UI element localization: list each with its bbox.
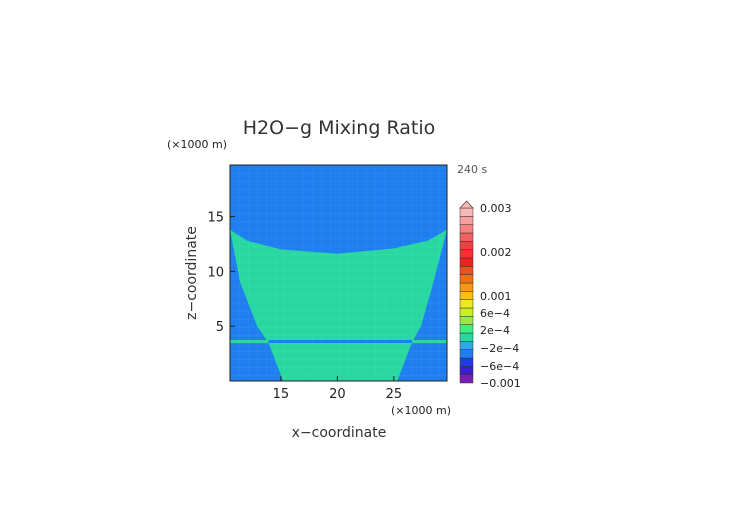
colorbar-swatch: [459, 357, 474, 367]
grid-overlay: [230, 165, 447, 381]
plot-frame: [229, 164, 448, 382]
x-tick-label: 15: [273, 387, 290, 402]
colorbar-swatch: [459, 274, 474, 284]
colorbar-swatch: [459, 332, 474, 342]
x-unit-label: (×1000 m): [391, 404, 451, 417]
colorbar-triangle: [459, 200, 474, 209]
colorbar-swatch: [459, 249, 474, 259]
colorbar-swatch: [459, 307, 474, 317]
colorbar-swatch: [459, 349, 474, 359]
chart-title: H2O−g Mixing Ratio: [243, 117, 435, 139]
colorbar-swatch: [459, 366, 474, 375]
y-axis: 5 10 15: [207, 211, 235, 335]
colorbar-swatch: [459, 374, 474, 384]
x-tick-label: 25: [386, 387, 403, 402]
colorbar-label: 6e−4: [480, 307, 510, 320]
colorbar-swatch: [459, 266, 474, 275]
colorbar-label: −0.001: [480, 377, 521, 390]
colorbar-label: 0.001: [480, 290, 512, 303]
colorbar-swatch: [459, 282, 474, 292]
y-tick-label: 5: [216, 320, 224, 335]
x-axis-label: x−coordinate: [292, 425, 387, 441]
time-label: 240 s: [457, 163, 487, 176]
x-tick-label: 20: [329, 387, 346, 402]
colorbar-label: 0.003: [480, 202, 512, 215]
colorbar-swatch: [459, 316, 474, 325]
colorbar-swatch: [459, 216, 474, 225]
colorbar-swatch: [459, 207, 474, 217]
y-axis-label: z−coordinate: [184, 226, 200, 320]
colorbar-swatch: [459, 341, 474, 350]
y-tick-label: 15: [207, 211, 224, 226]
colorbar-swatch: [459, 324, 474, 334]
y-unit-label: (×1000 m): [167, 138, 227, 151]
x-axis: 15 20 25: [273, 376, 403, 402]
colorbar-label: 0.002: [480, 246, 512, 259]
colorbar-label: 2e−4: [480, 324, 510, 337]
colorbar-swatch: [459, 291, 474, 300]
colorbar-swatch: [459, 241, 474, 250]
colorbar: 0.003 0.002 0.001 6e−4 2e−4 −2e−4 −6e−4 −0.001: [459, 200, 521, 390]
y-tick-label: 10: [207, 265, 224, 280]
colorbar-swatch: [459, 257, 474, 267]
colorbar-swatch: [459, 224, 474, 234]
colorbar-swatch: [459, 299, 474, 309]
colorbar-label: −2e−4: [480, 342, 519, 355]
colorbar-label: −6e−4: [480, 360, 519, 373]
colorbar-swatch: [459, 232, 474, 242]
